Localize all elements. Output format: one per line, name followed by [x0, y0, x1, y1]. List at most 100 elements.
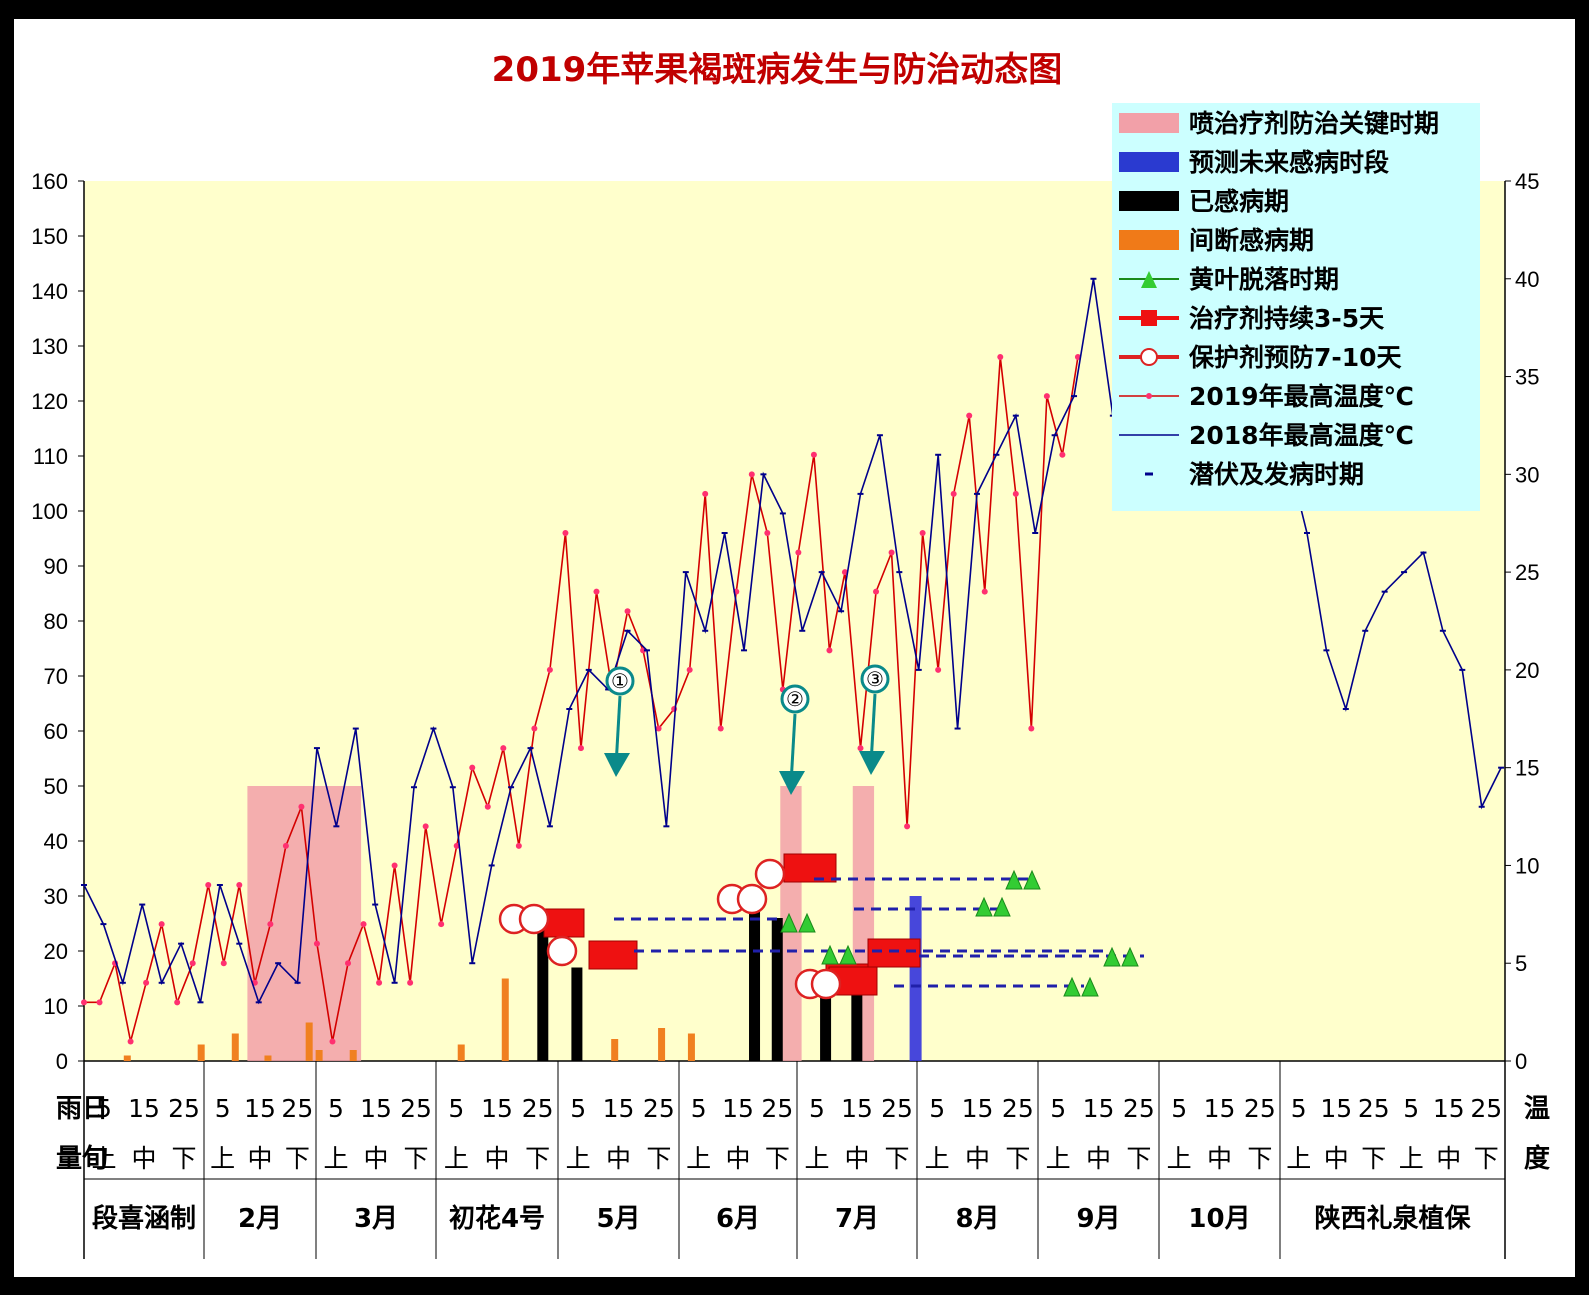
legend-swatch-forecast — [1119, 152, 1179, 172]
legend-label: 黄叶脱落时期 — [1189, 265, 1339, 294]
yellow-leaf-drop-marker — [839, 944, 857, 965]
day-label: 5 — [570, 1094, 586, 1123]
series-2019-point — [950, 490, 957, 497]
left-tick-label: 100 — [31, 499, 68, 524]
decade-label: 上 — [1046, 1144, 1071, 1173]
day-label: 15 — [841, 1094, 873, 1123]
intermittent-infection-bar — [658, 1028, 666, 1061]
series-2019-point — [966, 412, 973, 419]
legend-swatch-2019 — [1146, 393, 1152, 399]
series-2019-point — [189, 960, 196, 967]
day-label: 25 — [1358, 1094, 1390, 1123]
right-tick-label: 25 — [1515, 560, 1539, 585]
intermittent-infection-bar — [315, 1050, 323, 1061]
callout-circle — [605, 666, 635, 696]
series-2019-point — [205, 882, 212, 888]
series-2019-point — [655, 725, 662, 732]
series-2019-point — [220, 960, 227, 967]
series-2019-point — [267, 921, 274, 928]
series-2019-point — [935, 666, 942, 673]
protective-agent-marker — [810, 968, 842, 1000]
series-2019-point — [143, 979, 150, 986]
left-tick-label: 10 — [44, 994, 68, 1019]
protective-agent-marker — [754, 858, 786, 890]
intermittent-infection-bar — [349, 1050, 357, 1061]
decade-label: 中 — [965, 1144, 990, 1173]
series-2019-point — [531, 725, 538, 732]
callout-circle — [780, 684, 810, 714]
callout-arrow-head — [779, 771, 805, 795]
day-label: 25 — [643, 1094, 675, 1123]
legend-label: 2018年最高温度℃ — [1189, 421, 1414, 450]
right-tick-label: 10 — [1515, 853, 1539, 878]
therapeutic-agent-marker — [867, 938, 921, 968]
decade-label: 中 — [1324, 1144, 1349, 1173]
right-tick-label: 30 — [1515, 462, 1539, 487]
right-tick-label: 45 — [1515, 169, 1539, 194]
decade-label: 上 — [686, 1144, 711, 1173]
legend-label: 2019年最高温度℃ — [1189, 382, 1414, 411]
chart-svg: 2019年苹果褐斑病发生与防治动态图 010203040506070809010… — [31, 50, 1550, 1259]
series-2019-point — [919, 530, 926, 536]
series-2019-point — [577, 745, 584, 752]
yellow-leaf-drop-marker — [1023, 869, 1041, 890]
month-label: 5月 — [596, 1204, 640, 1234]
overlay-layer: ① ② ③ — [498, 664, 1144, 1000]
decade-label: 上 — [566, 1144, 591, 1173]
decade-label: 中 — [844, 1144, 869, 1173]
day-label: 15 — [1320, 1094, 1352, 1123]
yellow-leaf-drop-marker — [780, 912, 798, 933]
legend-swatch-leafdrop — [1141, 271, 1157, 288]
day-label: 15 — [128, 1094, 160, 1123]
series-2019-point — [826, 647, 833, 654]
series-2019-point — [453, 842, 460, 849]
right-tick-label: 5 — [1515, 951, 1527, 976]
day-label: 5 — [1171, 1094, 1187, 1123]
series-2019-point — [1012, 490, 1019, 497]
left-tick-label: 30 — [44, 884, 68, 909]
series-2019-point — [997, 354, 1004, 360]
protective-agent-marker — [546, 935, 578, 967]
temp-label-bottom: 度 — [1524, 1143, 1550, 1174]
infected-period-bar — [571, 967, 583, 1061]
decade-label: 中 — [363, 1144, 388, 1173]
day-label: 5 — [1403, 1094, 1419, 1123]
yellow-leaf-drop-marker — [975, 896, 993, 917]
day-label: 15 — [1433, 1094, 1465, 1123]
series-2019-point — [904, 823, 911, 830]
temp-label-top: 温 — [1524, 1094, 1550, 1124]
infected-period-bar — [749, 901, 761, 1061]
right-tick-label: 15 — [1515, 756, 1539, 781]
decade-label: 下 — [403, 1144, 428, 1173]
yellow-leaf-drop-marker — [1121, 946, 1139, 967]
series-2019-point — [438, 921, 445, 928]
infected-period-bar — [771, 918, 783, 1061]
series-2019-point — [313, 940, 320, 947]
yellow-leaf-drop-marker — [1005, 869, 1023, 890]
intermittent-infection-bar — [231, 1033, 239, 1061]
day-label: 5 — [1291, 1094, 1307, 1123]
day-label: 5 — [929, 1094, 945, 1123]
callout-arrow-head — [604, 753, 630, 777]
decade-label: 下 — [646, 1144, 671, 1173]
decade-label: 下 — [171, 1144, 196, 1173]
decade-label: 上 — [804, 1144, 829, 1173]
decade-label: 下 — [765, 1144, 790, 1173]
right-tick-label: 20 — [1515, 658, 1539, 683]
axis-table: 雨日量旬温度5上15中25下5上15中25下5上15中25下5上15中25下5上… — [56, 1061, 1550, 1259]
decade-label: 下 — [884, 1144, 909, 1173]
series-2019-point — [500, 745, 507, 752]
series-2019-point — [469, 764, 476, 771]
intermittent-infection-bar — [264, 1055, 272, 1061]
decade-label: 下 — [285, 1144, 310, 1173]
series-2019-point — [702, 490, 709, 497]
series-2019-point — [329, 1038, 336, 1045]
decade-label: 中 — [247, 1144, 272, 1173]
month-label: 8月 — [955, 1204, 999, 1234]
series-2019-point — [857, 745, 864, 752]
day-label: 5 — [691, 1094, 707, 1123]
intermittent-infection-bar — [457, 1044, 465, 1061]
series-2019-point — [624, 608, 631, 615]
left-tick-label: 120 — [31, 389, 68, 414]
series-2019-point — [562, 530, 569, 536]
